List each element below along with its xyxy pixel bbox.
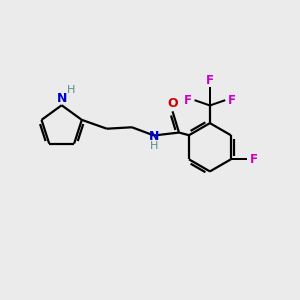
Text: F: F — [228, 94, 236, 107]
Text: H: H — [150, 141, 158, 151]
Text: F: F — [206, 74, 214, 87]
Text: F: F — [250, 153, 257, 166]
Text: H: H — [67, 85, 75, 95]
Text: N: N — [149, 130, 159, 143]
Text: O: O — [167, 98, 178, 110]
Text: N: N — [56, 92, 67, 105]
Text: F: F — [184, 94, 192, 107]
